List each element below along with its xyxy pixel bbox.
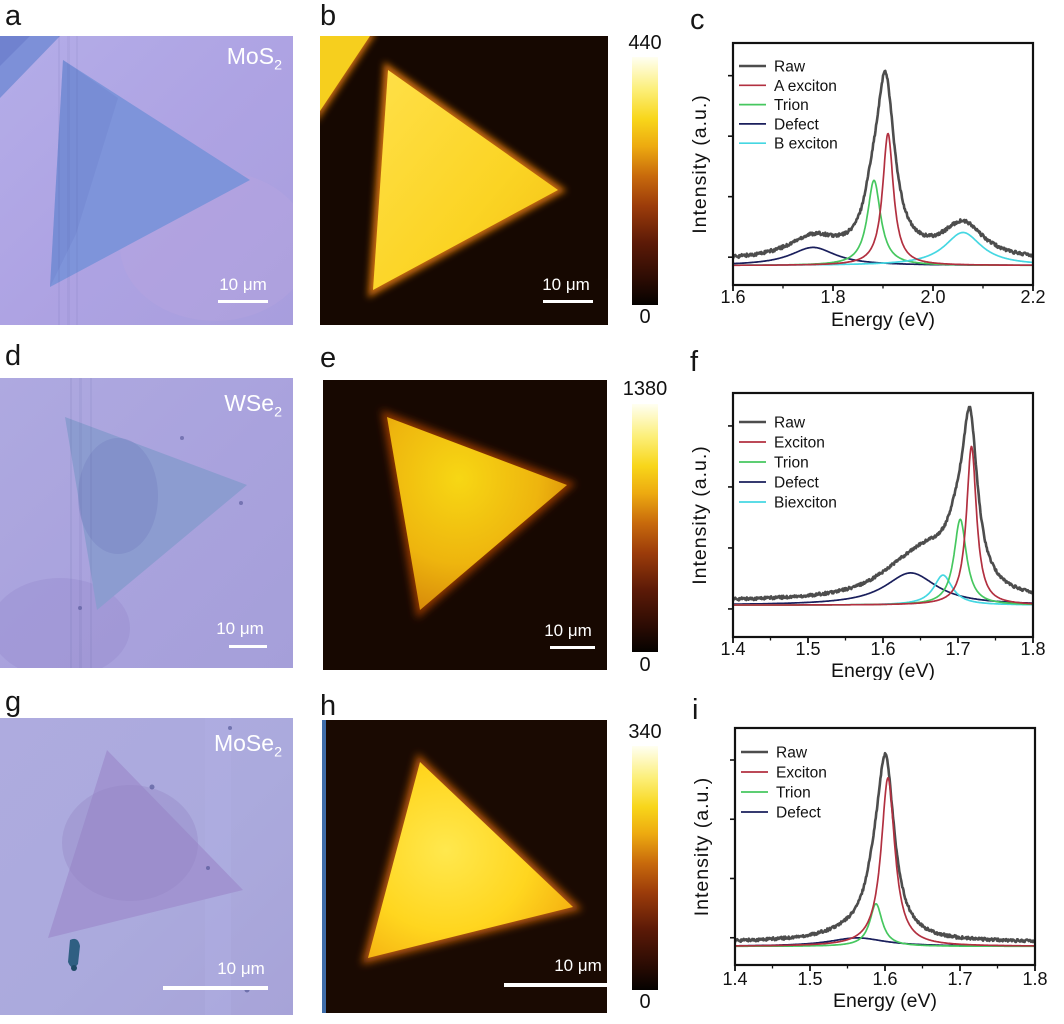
legend-label: B exciton (774, 136, 838, 153)
colorbar-min: 0 (639, 654, 651, 676)
scalebar-label: 10 μm (216, 619, 264, 638)
colorbar-wse2 (632, 404, 658, 652)
panel-letter-e: e (320, 342, 337, 374)
curve-raw (731, 405, 1034, 602)
surface-defect (68, 938, 80, 968)
panel-letter-h: h (320, 690, 337, 722)
scalebar (218, 300, 268, 303)
scalebar-label: 10 μm (554, 956, 602, 975)
optical-image-wse2 (0, 378, 293, 668)
legend-label: Defect (776, 805, 821, 822)
x-tick-label: 1.4 (720, 639, 745, 659)
x-axis-label: Energy (eV) (831, 660, 935, 680)
x-tick-label: 1.6 (720, 287, 745, 307)
legend-label: Exciton (776, 765, 827, 782)
x-tick-label: 2.0 (920, 287, 945, 307)
pl-map-mos2 (320, 36, 608, 325)
legend-label: Biexciton (774, 495, 837, 512)
pl-map-mose2 (322, 720, 607, 1013)
pl-spectrum-chart-wse2: 1.4 1.5 1.6 1.7 1.8 Energy (eV) Intensity (a.u… (690, 340, 1064, 680)
material-label-wse2: WSe2 (224, 390, 282, 421)
colorbar-max: 340 (628, 721, 662, 743)
mos2-flake-triangle (50, 60, 250, 287)
x-tick-label: 1.5 (797, 969, 822, 989)
material-label-mos2: MoS2 (226, 43, 282, 74)
panel-letter-i: i (692, 694, 699, 726)
legend-label: Trion (774, 97, 809, 114)
x-tick-label: 1.7 (947, 969, 972, 989)
x-tick-label: 1.6 (870, 639, 895, 659)
x-tick-label: 1.8 (1020, 639, 1045, 659)
legend-label: Trion (774, 455, 809, 472)
scalebar-label: 10 μm (219, 275, 267, 294)
colorbar-min: 0 (639, 306, 651, 328)
scalebar (229, 645, 267, 648)
x-tick-label: 1.5 (795, 639, 820, 659)
x-tick-label: 1.8 (1022, 969, 1047, 989)
curve-exciton (734, 777, 1036, 947)
optical-image-mose2 (0, 718, 293, 1015)
panel-letter-d: d (5, 340, 22, 372)
legend-label: A exciton (774, 78, 837, 95)
corner-flake (0, 36, 60, 98)
legend-label: Raw (774, 59, 806, 76)
colorbar-min: 0 (639, 991, 651, 1013)
curve-defect (732, 572, 1034, 606)
curve-trion (732, 179, 1034, 267)
legend-label: Defect (774, 475, 819, 492)
curve-trion (732, 518, 1034, 606)
scalebar (504, 983, 607, 987)
x-tick-label: 2.2 (1020, 287, 1045, 307)
panel-letter-a: a (5, 0, 22, 32)
pl-spectrum-chart-mos2: 1.6 1.8 2.0 2.2 Energy (eV) Intensity (a.u.) R… (690, 0, 1064, 340)
x-tick-label: 1.8 (820, 287, 845, 307)
x-tick-label: 1.7 (945, 639, 970, 659)
mos2-pl-triangle (373, 70, 558, 290)
panel-letter-f: f (690, 346, 699, 378)
colorbar-max: 1380 (622, 378, 668, 400)
wse2-pl-triangle (387, 417, 567, 610)
scalebar-label: 10 μm (542, 275, 590, 294)
panel-letter-c: c (690, 4, 705, 36)
legend-label: Raw (774, 415, 806, 432)
curve-a-exciton (732, 132, 1034, 267)
pl-spectrum-chart-mose2: 1.4 1.5 1.6 1.7 1.8 Energy (eV) Intensity (a.u… (690, 680, 1064, 1024)
pl-map-wse2 (323, 380, 607, 670)
colorbar-max: 440 (628, 32, 662, 54)
y-axis-label: Intensity (a.u.) (690, 445, 711, 585)
scalebar (163, 986, 268, 990)
colorbar-mose2 (632, 746, 658, 990)
legend-label: Defect (774, 116, 819, 133)
scalebar-label: 10 μm (544, 621, 592, 640)
optical-image-mos2 (0, 36, 293, 325)
material-label-mose2: MoSe2 (213, 730, 282, 761)
mose2-flake-triangle (48, 750, 243, 938)
mose2-pl-triangle (368, 762, 573, 958)
legend-label: Trion (776, 785, 811, 802)
colorbar-mos2 (632, 57, 658, 305)
x-axis-label: Energy (eV) (831, 309, 935, 331)
legend-label: Exciton (774, 435, 825, 452)
x-axis-label: Energy (eV) (833, 990, 937, 1012)
scalebar (550, 646, 595, 649)
scalebar (543, 300, 593, 303)
y-axis-label: Intensity (a.u.) (690, 94, 711, 234)
x-tick-label: 1.6 (872, 969, 897, 989)
corner-pl-flake (320, 36, 370, 111)
y-axis-label: Intensity (a.u.) (691, 777, 713, 917)
curve-raw (733, 751, 1037, 944)
panel-letter-b: b (320, 0, 337, 32)
curve-exciton (732, 445, 1034, 606)
scalebar-label: 10 μm (217, 959, 265, 978)
x-tick-label: 1.4 (722, 969, 747, 989)
legend-label: Raw (776, 745, 808, 762)
curve-raw (731, 69, 1035, 260)
scan-edge-artifact (322, 720, 326, 1013)
panel-letter-g: g (5, 686, 22, 718)
